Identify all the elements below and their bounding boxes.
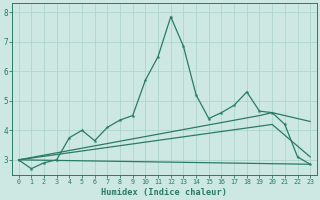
X-axis label: Humidex (Indice chaleur): Humidex (Indice chaleur) [101, 188, 228, 197]
